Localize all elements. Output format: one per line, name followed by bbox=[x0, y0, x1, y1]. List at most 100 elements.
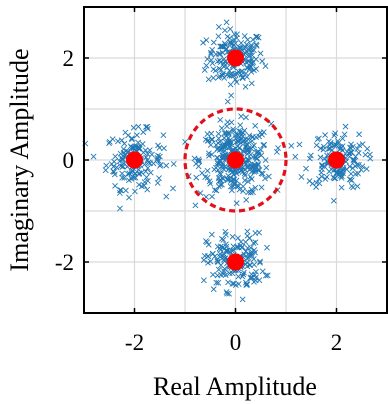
received-sample-marker bbox=[363, 165, 370, 172]
received-sample-marker bbox=[224, 64, 230, 71]
received-sample-marker bbox=[335, 140, 342, 147]
received-sample-marker bbox=[146, 147, 153, 154]
constellation-point bbox=[227, 151, 244, 169]
received-sample-marker bbox=[315, 135, 322, 142]
received-sample-marker bbox=[251, 271, 258, 278]
received-sample-marker bbox=[252, 239, 259, 246]
received-sample-marker bbox=[242, 83, 249, 90]
received-sample-marker bbox=[122, 187, 129, 194]
received-sample-marker bbox=[256, 167, 263, 173]
received-sample-marker bbox=[234, 182, 241, 189]
constellation-point bbox=[328, 151, 345, 169]
received-sample-marker bbox=[233, 200, 240, 207]
received-sample-marker bbox=[135, 139, 142, 146]
received-sample-marker bbox=[258, 152, 265, 159]
received-sample-marker bbox=[348, 141, 354, 148]
received-sample-marker bbox=[128, 135, 135, 142]
received-sample-marker bbox=[288, 142, 295, 149]
received-sample-marker bbox=[243, 41, 250, 48]
received-sample-marker bbox=[144, 157, 151, 164]
received-sample-marker bbox=[342, 123, 349, 130]
received-sample-marker bbox=[217, 116, 224, 123]
received-sample-marker bbox=[200, 39, 207, 46]
constellation-point bbox=[227, 49, 244, 67]
received-sample-marker bbox=[257, 258, 263, 265]
received-sample-marker bbox=[215, 33, 222, 40]
received-sample-marker bbox=[259, 58, 266, 65]
received-sample-marker bbox=[255, 161, 262, 167]
received-sample-marker bbox=[192, 202, 199, 209]
received-sample-marker bbox=[252, 184, 259, 191]
received-sample-marker bbox=[231, 36, 237, 43]
received-sample-marker bbox=[213, 51, 219, 58]
received-sample-marker bbox=[210, 271, 216, 278]
received-sample-marker bbox=[106, 138, 113, 145]
received-sample-marker bbox=[273, 149, 280, 155]
received-sample-marker bbox=[246, 166, 253, 173]
received-sample-marker bbox=[222, 143, 229, 150]
received-sample-marker bbox=[219, 43, 226, 50]
received-sample-marker bbox=[237, 45, 243, 51]
received-sample-marker bbox=[208, 136, 215, 143]
received-sample-marker bbox=[138, 183, 145, 190]
received-sample-marker bbox=[243, 48, 250, 55]
received-sample-marker bbox=[243, 259, 250, 266]
received-sample-marker bbox=[115, 138, 121, 145]
constellation-point bbox=[227, 253, 244, 271]
received-sample-marker bbox=[195, 156, 202, 163]
received-sample-marker bbox=[207, 258, 214, 265]
received-sample-marker bbox=[292, 153, 299, 160]
received-sample-marker bbox=[330, 197, 337, 204]
plot-frame-group bbox=[83, 6, 388, 314]
received-sample-marker bbox=[193, 174, 200, 181]
received-sample-marker bbox=[251, 278, 257, 285]
received-sample-marker bbox=[110, 163, 117, 170]
y-tick-label: 2 bbox=[63, 46, 75, 71]
received-sample-marker bbox=[250, 47, 257, 54]
received-sample-marker bbox=[121, 140, 128, 147]
received-sample-marker bbox=[154, 157, 161, 164]
y-tick-label: -2 bbox=[55, 250, 74, 275]
received-sample-marker bbox=[214, 154, 221, 161]
received-sample-marker bbox=[210, 39, 217, 46]
received-sample-marker bbox=[126, 194, 132, 201]
received-sample-marker bbox=[338, 184, 345, 191]
received-sample-marker bbox=[219, 49, 226, 56]
received-sample-marker bbox=[339, 135, 346, 142]
received-sample-marker bbox=[144, 125, 151, 132]
received-sample-marker bbox=[249, 134, 256, 141]
received-sample-marker bbox=[220, 160, 226, 167]
received-sample-marker bbox=[336, 170, 343, 177]
received-sample-marker bbox=[238, 113, 244, 120]
received-sample-marker bbox=[119, 174, 126, 181]
received-sample-marker bbox=[238, 136, 245, 143]
received-sample-marker bbox=[208, 57, 215, 64]
received-sample-marker bbox=[215, 130, 222, 137]
received-sample-marker bbox=[253, 33, 260, 40]
received-sample-marker bbox=[217, 171, 224, 178]
received-sample-marker bbox=[216, 65, 223, 72]
received-sample-marker bbox=[227, 183, 234, 190]
received-sample-marker bbox=[356, 142, 363, 149]
received-sample-marker bbox=[359, 163, 366, 170]
received-sample-marker bbox=[224, 290, 231, 297]
received-sample-marker bbox=[240, 133, 246, 140]
received-sample-marker bbox=[112, 182, 118, 189]
received-sample-marker bbox=[163, 193, 170, 200]
received-sample-marker bbox=[332, 175, 339, 182]
received-sample-marker bbox=[217, 182, 224, 188]
received-sample-marker bbox=[204, 131, 211, 138]
received-sample-marker bbox=[208, 51, 214, 58]
received-sample-marker bbox=[348, 149, 355, 156]
received-sample-marker bbox=[224, 175, 231, 182]
received-sample-marker bbox=[227, 81, 234, 88]
received-sample-marker bbox=[362, 151, 369, 158]
received-sample-marker bbox=[144, 151, 151, 157]
received-sample-marker bbox=[117, 205, 123, 212]
received-sample-marker bbox=[253, 154, 260, 161]
received-sample-marker bbox=[215, 178, 222, 185]
received-sample-marker bbox=[160, 132, 167, 139]
received-sample-marker bbox=[132, 188, 138, 195]
received-sample-marker bbox=[205, 241, 212, 248]
